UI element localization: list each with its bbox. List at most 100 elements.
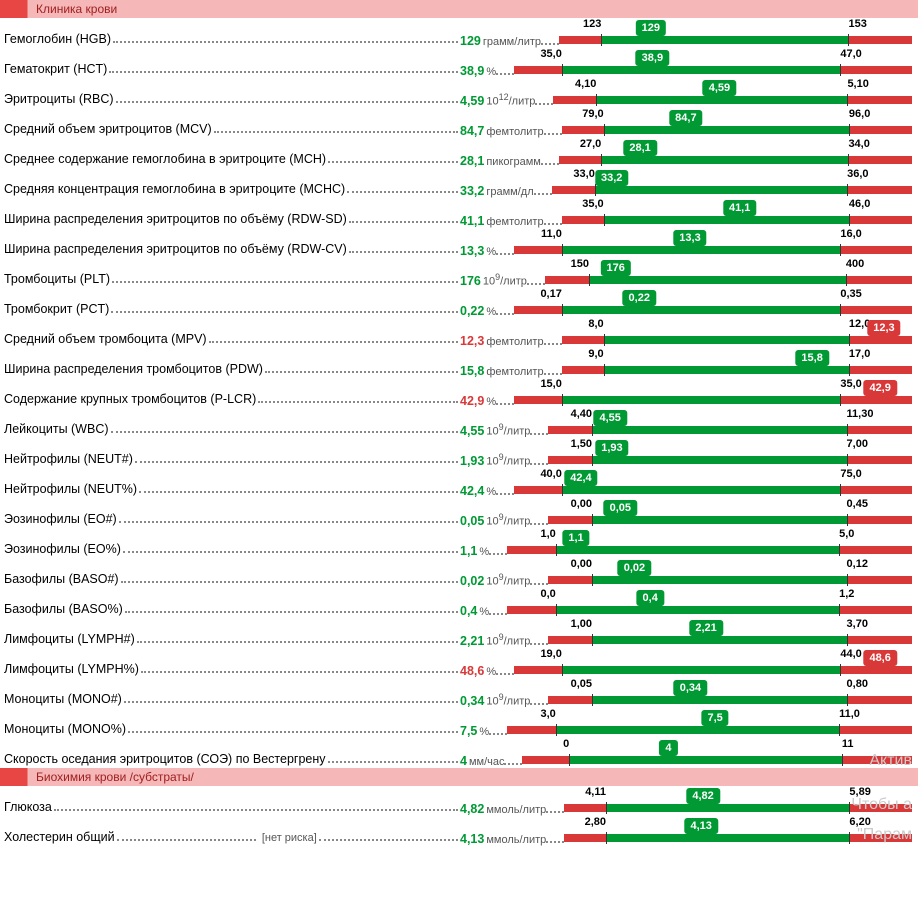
range-min: 0,17 (540, 288, 561, 300)
param-value: 42,4 (460, 484, 484, 498)
param-cell: Эритроциты (RBC) (0, 92, 460, 108)
param-cell: Содержание крупных тромбоцитов (P-LCR) (0, 392, 460, 408)
param-name: Средний объем тромбоцита (MPV) (4, 332, 207, 346)
dots (544, 223, 562, 225)
value-badge: 33,2 (595, 170, 628, 186)
range-bar: 35,047,038,9 (514, 48, 912, 78)
dots (137, 641, 458, 643)
range-bar: 8,012,012,3 (562, 318, 912, 348)
dots (112, 281, 458, 283)
parameter-row: Холестерин общий[нет риска] 4,13 ммоль/лит… (0, 816, 918, 846)
param-cell: Ширина распределения эритроцитов по объё… (0, 212, 460, 228)
param-name: Глюкоза (4, 800, 52, 814)
dots (123, 551, 458, 553)
param-name: Средний объем эритроцитов (MCV) (4, 122, 212, 136)
dots (530, 703, 548, 705)
range-bar: 0,000,120,02 (548, 558, 912, 588)
dots (117, 839, 256, 841)
dots (496, 673, 514, 675)
range-bar: 79,096,084,7 (562, 108, 912, 138)
param-value: 0,22 (460, 304, 484, 318)
dots (347, 191, 458, 193)
range-min: 0,0 (540, 588, 555, 600)
range-min: 40,0 (540, 468, 561, 480)
param-name: Содержание крупных тромбоцитов (P-LCR) (4, 392, 256, 406)
param-name: Ширина распределения эритроцитов по объё… (4, 212, 347, 226)
dots (54, 809, 458, 811)
range-bar: 0,050,800,34 (548, 678, 912, 708)
param-cell: Ширина распределения тромбоцитов (PDW) (0, 362, 460, 378)
value-badge: 0,02 (618, 560, 651, 576)
range-min: 15,0 (540, 378, 561, 390)
range-min: 1,0 (540, 528, 555, 540)
section-title: Биохимия крови /субстраты/ (36, 770, 194, 784)
parameter-row: Скорость оседания эритроцитов (СОЭ) по В… (0, 738, 918, 768)
parameter-row: Ширина распределения тромбоцитов (PDW)15… (0, 348, 918, 378)
parameter-row: Содержание крупных тромбоцитов (P-LCR)42… (0, 378, 918, 408)
param-cell: Средняя концентрация гемоглобина в эритр… (0, 182, 460, 198)
value-badge: 4,13 (685, 818, 718, 834)
parameter-row: Базофилы (BASO%)0,4%0,01,20,4 (0, 588, 918, 618)
dots (530, 523, 548, 525)
param-value: 13,3 (460, 244, 484, 258)
param-cell: Лимфоциты (LYMPH#) (0, 632, 460, 648)
parameter-row: Глюкоза4,82ммоль/литр4,115,894,82Чтобы а (0, 786, 918, 816)
param-name: Лимфоциты (LYMPH#) (4, 632, 135, 646)
range-max: 7,00 (847, 438, 868, 450)
range-bar: 15,035,042,9 (514, 378, 912, 408)
param-unit: ммоль/литр (484, 834, 546, 846)
param-value: 1,93 (460, 454, 484, 468)
param-name: Моноциты (MONO%) (4, 722, 126, 736)
value-badge: 48,6 (863, 650, 896, 666)
range-min: 11,0 (541, 228, 562, 240)
range-min: 27,0 (580, 138, 601, 150)
parameter-row: Эозинофилы (EO%)1,1%1,05,01,1 (0, 528, 918, 558)
param-cell: Эозинофилы (EO#) (0, 512, 460, 528)
param-unit: 109/литр (481, 272, 527, 288)
range-max: 0,12 (847, 558, 868, 570)
range-min: 4,10 (575, 78, 596, 90)
parameter-row: Ширина распределения эритроцитов по объё… (0, 228, 918, 258)
range-max: 153 (848, 18, 866, 30)
param-name: Тромбокрит (PCT) (4, 302, 109, 316)
value-badge: 0,4 (637, 590, 664, 606)
parameter-row: Средний объем эритроцитов (MCV)84,7фемто… (0, 108, 918, 138)
dots (328, 761, 458, 763)
param-cell: Средний объем эритроцитов (MCV) (0, 122, 460, 138)
param-unit: грамм/литр (481, 36, 541, 48)
parameter-row: Средний объем тромбоцита (MPV)12,3фемтол… (0, 318, 918, 348)
parameter-row: Гематокрит (HCT)38,9%35,047,038,9 (0, 48, 918, 78)
param-value: 41,1 (460, 214, 484, 228)
value-badge: 0,22 (623, 290, 656, 306)
dots (534, 193, 552, 195)
range-min: 2,80 (585, 816, 606, 828)
dots (111, 311, 458, 313)
value-badge: 4 (659, 740, 677, 756)
param-value: 7,5 (460, 724, 477, 738)
param-unit: % (484, 66, 496, 78)
param-unit: фемтолитр (484, 126, 543, 138)
param-cell: Нейтрофилы (NEUT%) (0, 482, 460, 498)
param-unit: % (484, 246, 496, 258)
value-badge: 13,3 (673, 230, 706, 246)
dots (530, 433, 548, 435)
parameter-row: Нейтрофилы (NEUT#)1,93109/литр1,507,001,… (0, 438, 918, 468)
value-badge: 7,5 (701, 710, 728, 726)
range-min: 19,0 (540, 648, 561, 660)
param-note: [нет риска] (258, 832, 317, 844)
param-value: 33,2 (460, 184, 484, 198)
range-max: 0,45 (847, 498, 868, 510)
dots (544, 343, 562, 345)
range-min: 4,11 (585, 786, 606, 798)
value-badge: 12,3 (867, 320, 900, 336)
param-cell: Холестерин общий[нет риска] (0, 830, 460, 846)
param-unit: % (484, 396, 496, 408)
param-cell: Скорость оседания эритроцитов (СОЭ) по В… (0, 752, 460, 768)
parameter-row: Лимфоциты (LYMPH%)48,6%19,044,048,6 (0, 648, 918, 678)
param-unit: 109/литр (484, 452, 530, 468)
range-bar: 3,011,07,5 (507, 708, 912, 738)
range-min: 123 (583, 18, 601, 30)
range-max: 35,0 (840, 378, 861, 390)
range-max: 47,0 (840, 48, 861, 60)
value-badge: 0,05 (604, 500, 637, 516)
